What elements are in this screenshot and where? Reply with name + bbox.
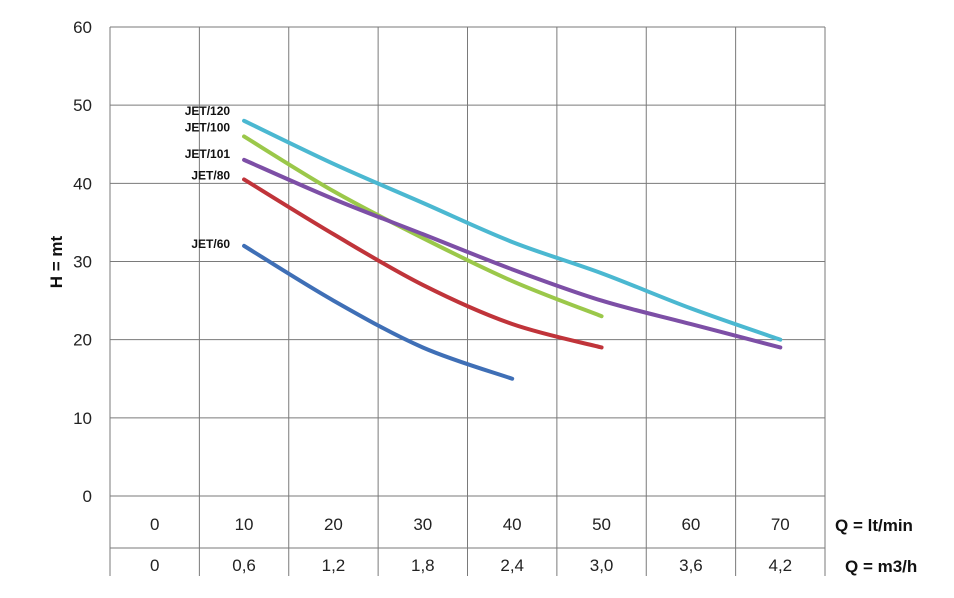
series-label-jet-80: JET/80 [191, 168, 230, 182]
x-axis-label-flow-m3h: Q = m3/h [845, 557, 917, 576]
x-tick-label: 1,2 [322, 556, 346, 575]
y-tick-label: 60 [73, 18, 92, 37]
grid [109, 26, 826, 576]
x-tick-label: 0 [150, 515, 159, 534]
x-tick-label: 1,8 [411, 556, 435, 575]
y-tick-label: 40 [73, 174, 92, 193]
x-axis-label-flow-lmin: Q = lt/min [835, 516, 913, 535]
series-labels: JET/120 JET/100 JET/101 JET/80 JET/60 [185, 104, 231, 251]
series-label-jet-120: JET/120 [185, 104, 231, 118]
y-tick-label: 0 [83, 487, 92, 506]
x-tick-label: 10 [235, 515, 254, 534]
x-tick-label: 0 [150, 556, 159, 575]
series-line-jet-100 [242, 134, 604, 319]
x-tick-label: 50 [592, 515, 611, 534]
x-tick-label: 40 [503, 515, 522, 534]
series-line-jet-120 [242, 118, 783, 342]
series-label-jet-60: JET/60 [191, 237, 230, 251]
y-tick-label: 50 [73, 96, 92, 115]
series-line-jet-80 [242, 177, 604, 350]
x-tick-label: 4,2 [768, 556, 792, 575]
series-line-jet-60 [242, 243, 515, 381]
series-label-jet-100: JET/100 [185, 120, 231, 134]
y-axis-label: H = mt [47, 235, 66, 288]
x-tick-label: 3,0 [590, 556, 614, 575]
series-lines [242, 118, 783, 381]
x-tick-label: 70 [771, 515, 790, 534]
y-tick-label: 10 [73, 409, 92, 428]
series-label-jet-101: JET/101 [185, 147, 231, 161]
x-tick-label: 60 [681, 515, 700, 534]
x-tick-label: 20 [324, 515, 343, 534]
y-tick-label: 30 [73, 253, 92, 272]
y-axis-ticks: 0 10 20 30 40 50 60 [73, 18, 92, 506]
x-tick-label: 0,6 [232, 556, 256, 575]
x-axis-ticks: 0 10 20 30 40 50 60 70 0 0,6 1,2 1,8 2,4 3,0 3,6 4,2 [150, 515, 792, 575]
y-tick-label: 20 [73, 331, 92, 350]
x-tick-label: 30 [413, 515, 432, 534]
series-line-jet-101 [242, 157, 783, 350]
x-tick-label: 3,6 [679, 556, 703, 575]
x-tick-label: 2,4 [500, 556, 524, 575]
